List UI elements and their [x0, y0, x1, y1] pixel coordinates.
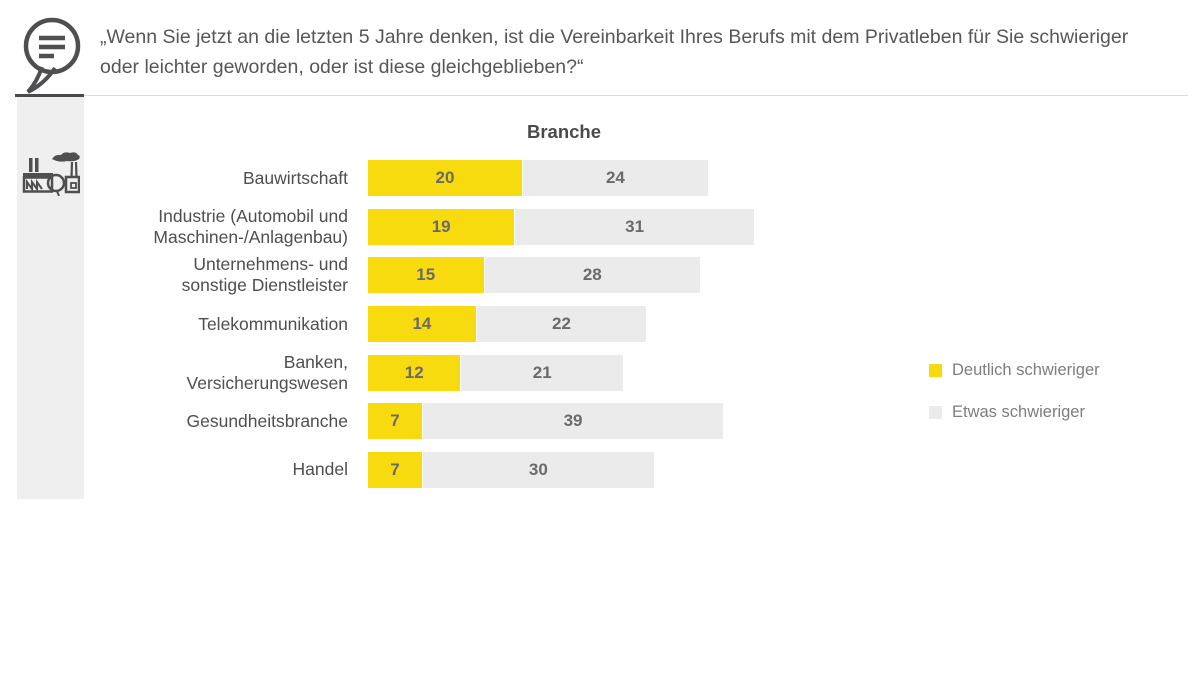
bar-value-label: 28 [582, 265, 602, 285]
bar-segment-deutlich-schwieriger: 12 [368, 354, 461, 391]
bar-segment-etwas-schwieriger: 28 [484, 257, 701, 294]
bar-segment-deutlich-schwieriger: 19 [368, 208, 515, 245]
bar-group: 12 21 [368, 354, 624, 391]
bar-segment-etwas-schwieriger: 21 [461, 354, 624, 391]
factory-icon [21, 149, 81, 197]
bar-segment-etwas-schwieriger: 24 [523, 160, 708, 197]
bar-group: 19 31 [368, 208, 754, 245]
legend-label: Deutlich schwieriger [952, 360, 1100, 379]
bar-group: 7 39 [368, 403, 724, 440]
bar-segment-deutlich-schwieriger: 14 [368, 306, 476, 343]
category-label: Unternehmens- und sonstige Dienstleister [181, 254, 348, 296]
category-label: Gesundheitsbranche [186, 410, 349, 431]
bar-value-label: 21 [532, 362, 552, 382]
divider-dark-segment [15, 94, 84, 97]
bar-value-label: 14 [412, 314, 432, 334]
bar-value-label: 19 [431, 216, 451, 236]
bar-value-label: 30 [528, 459, 548, 479]
bar-group: 7 30 [368, 451, 654, 488]
legend-item: Deutlich schwieriger [929, 360, 1100, 380]
divider-light-line [84, 95, 1188, 96]
survey-question: „Wenn Sie jetzt an die letzten 5 Jahre d… [100, 26, 1129, 78]
bar-group: 20 24 [368, 160, 708, 197]
legend-swatch [929, 405, 942, 419]
bar-value-label: 20 [435, 168, 455, 188]
legend-label: Etwas schwieriger [952, 402, 1085, 421]
chart-row: Banken, Versicherungswesen 12 21 [100, 348, 754, 397]
legend-swatch [929, 363, 942, 377]
bar-group: 15 28 [368, 257, 701, 294]
category-label: Industrie (Automobil und Maschinen-/Anlag… [153, 205, 348, 247]
legend: Deutlich schwieriger Etwas schwieriger [929, 360, 1100, 444]
chart-row: Gesundheitsbranche 7 39 [100, 397, 754, 446]
chart-rows: Bauwirtschaft 20 24 Industrie (Automobil un… [100, 154, 754, 494]
bar-segment-deutlich-schwieriger: 7 [368, 403, 422, 440]
bar-value-label: 12 [404, 362, 424, 382]
chart-row: Bauwirtschaft 20 24 [100, 154, 754, 203]
category-label: Telekommunikation [198, 313, 348, 334]
bar-segment-etwas-schwieriger: 30 [422, 451, 654, 488]
bar-segment-deutlich-schwieriger: 20 [368, 160, 522, 197]
legend-item: Etwas schwieriger [929, 402, 1100, 422]
bar-segment-etwas-schwieriger: 22 [476, 306, 647, 343]
category-label: Handel [292, 459, 348, 480]
chart-row: Unternehmens- und sonstige Dienstleister 1… [100, 251, 754, 300]
bar-segment-deutlich-schwieriger: 15 [368, 257, 484, 294]
sidebar [17, 97, 84, 499]
bar-value-label: 31 [625, 216, 645, 236]
bar-value-label: 22 [552, 314, 571, 334]
chart-row: Telekommunikation 14 22 [100, 300, 754, 349]
category-label: Banken, Versicherungswesen [186, 351, 348, 393]
chart-title: Branche [526, 121, 602, 142]
chart-row: Handel 7 30 [100, 446, 754, 495]
bar-segment-etwas-schwieriger: 31 [515, 208, 754, 245]
bar-value-label: 24 [605, 168, 625, 188]
bar-segment-etwas-schwieriger: 39 [422, 403, 724, 440]
bar-value-label: 7 [390, 411, 400, 431]
bar-value-label: 7 [390, 459, 400, 479]
bar-value-label: 39 [563, 411, 583, 431]
bar-segment-deutlich-schwieriger: 7 [368, 451, 422, 488]
chart-row: Industrie (Automobil und Maschinen-/Anlag… [100, 203, 754, 252]
speech-bubble-icon [14, 14, 88, 94]
category-label: Bauwirtschaft [242, 167, 348, 188]
bar-group: 14 22 [368, 306, 647, 343]
bar-value-label: 15 [416, 265, 436, 285]
